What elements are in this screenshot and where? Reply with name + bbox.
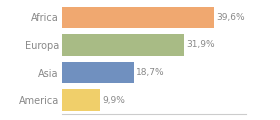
- Bar: [62, 7, 214, 28]
- Text: 31,9%: 31,9%: [187, 41, 215, 49]
- Text: 18,7%: 18,7%: [136, 68, 165, 77]
- Bar: [62, 62, 134, 83]
- Bar: [62, 34, 185, 56]
- Bar: [62, 89, 100, 111]
- Text: 9,9%: 9,9%: [102, 96, 125, 105]
- Text: 39,6%: 39,6%: [216, 13, 245, 22]
